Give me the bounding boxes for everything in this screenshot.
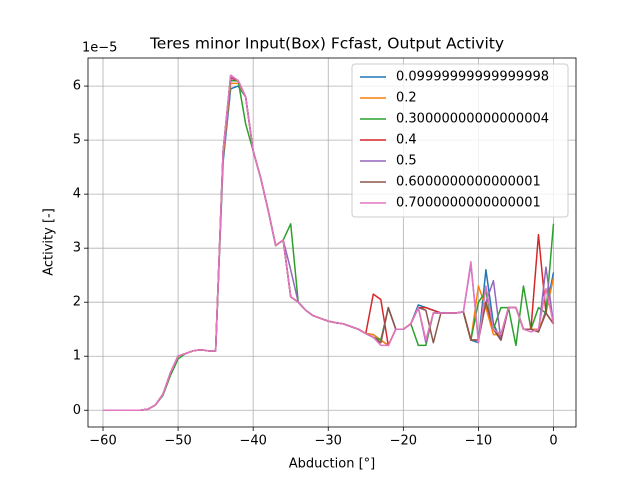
x-tick-label: 0	[549, 434, 557, 449]
legend-label: 0.09999999999999998	[396, 70, 549, 85]
y-axis-label: Activity [-]	[42, 208, 57, 276]
legend-label: 0.4	[396, 133, 417, 148]
y-tick-label: 2	[73, 295, 81, 310]
y-tick-label: 1	[73, 349, 81, 364]
axes-frame	[87, 57, 577, 428]
legend-label: 0.30000000000000004	[396, 112, 549, 127]
y-tick-label: 3	[73, 241, 81, 256]
y-tick-label: 4	[73, 187, 81, 202]
legend-label: 0.6000000000000001	[396, 175, 541, 190]
x-tick-label: −50	[164, 434, 191, 449]
y-tick-label: 6	[73, 79, 81, 94]
x-tick-label: −10	[465, 434, 492, 449]
x-tick-label: −60	[89, 434, 116, 449]
x-tick-label: −30	[315, 434, 342, 449]
legend-box	[351, 63, 569, 218]
x-tick-label: −40	[239, 434, 266, 449]
legend-label: 0.5	[396, 154, 417, 169]
legend-label: 0.7000000000000001	[396, 196, 541, 211]
line-series	[103, 74, 555, 411]
offset-text: 1e−5	[82, 41, 117, 56]
legend-label: 0.2	[396, 91, 417, 106]
y-tick-label: 5	[73, 133, 81, 148]
y-tick-label: 0	[73, 403, 81, 418]
x-axis-label: Abduction [°]	[289, 457, 375, 472]
chart-title: Teres minor Input(Box) Fcfast, Output Ac…	[149, 35, 504, 53]
x-tick-label: −20	[390, 434, 417, 449]
